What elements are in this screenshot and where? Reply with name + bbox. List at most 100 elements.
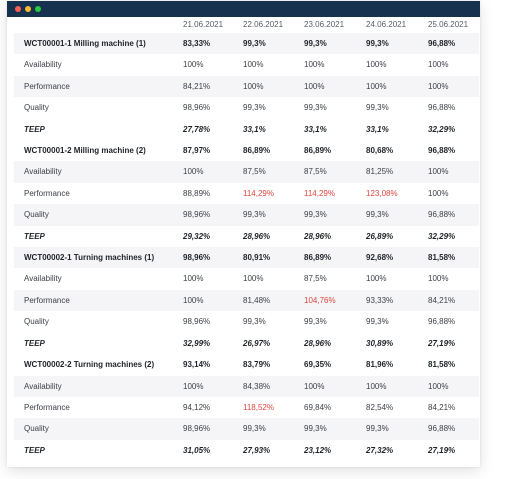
teep-row: TEEP 29,32% 28,96% 28,96% 26,89% 32,29% — [14, 226, 479, 247]
metric-label: Availability — [24, 274, 62, 284]
value-cell: 96,88% — [425, 418, 479, 440]
title-bar — [7, 1, 480, 17]
value-cell: 100% — [180, 289, 240, 312]
value-cell: 94,12% — [183, 402, 211, 412]
table-header-row: 21.06.2021 22.06.2021 23.06.2021 24.06.2… — [14, 17, 479, 33]
value-cell: 99,3% — [240, 204, 301, 226]
metric-label: Performance — [14, 289, 180, 312]
value-cell: 84,38% — [240, 375, 301, 397]
value-cell: 82,54% — [366, 402, 394, 412]
metric-label: Quality — [24, 317, 49, 327]
teep-row: TEEP 31,05% 27,93% 23,12% 27,32% 27,19% — [14, 440, 479, 461]
value-cell: 27,78% — [183, 124, 211, 134]
value-cell: 100% — [243, 60, 264, 70]
value-cell: 100% — [366, 274, 387, 284]
value-cell: 84,21% — [425, 289, 479, 312]
column-header-date: 23.06.2021 — [304, 20, 345, 29]
value-cell: 87,5% — [240, 161, 301, 183]
value-cell: 26,89% — [366, 231, 394, 241]
metric-row: Performance 94,12% 118,52% 69,84% 82,54% 84,2… — [14, 397, 479, 418]
value-cell: 33,1% — [243, 124, 266, 134]
value-cell: 99,3% — [363, 33, 425, 55]
metric-row: Quality 98,96% 99,3% 99,3% 99,3% 96,88% — [14, 418, 479, 440]
value-cell: 99,3% — [240, 33, 301, 55]
value-cell: 81,58% — [428, 360, 456, 370]
value-cell: 96,88% — [428, 317, 456, 327]
value-cell: 100% — [183, 274, 204, 284]
close-dot-icon[interactable] — [15, 6, 21, 12]
value-cell: 93,33% — [363, 289, 425, 312]
metric-label: Performance — [24, 402, 70, 412]
value-cell: 99,3% — [301, 204, 363, 226]
minimize-dot-icon[interactable] — [25, 6, 31, 12]
value-cell: 100% — [240, 75, 301, 98]
value-cell: 114,29% — [304, 188, 335, 198]
value-cell: 32,99% — [183, 338, 211, 348]
value-cell: 28,96% — [304, 231, 332, 241]
value-cell: 87,5% — [301, 161, 363, 183]
value-cell: 27,32% — [366, 445, 394, 455]
teep-row: TEEP 32,99% 26,97% 28,96% 30,89% 27,19% — [14, 333, 479, 354]
value-cell: 29,32% — [183, 231, 211, 241]
value-cell: 98,96% — [180, 204, 240, 226]
value-cell: 99,3% — [243, 103, 266, 113]
metric-row: Availability 100% 100% 100% 100% 100% — [14, 54, 479, 75]
value-cell: 98,96% — [180, 247, 240, 269]
value-cell: 28,96% — [243, 231, 271, 241]
value-cell: 100% — [180, 161, 240, 183]
value-cell: 80,91% — [240, 247, 301, 269]
value-cell: 100% — [428, 188, 449, 198]
metric-label: Quality — [14, 418, 180, 440]
metric-row: Quality 98,96% 99,3% 99,3% 99,3% 96,88% — [14, 204, 479, 226]
column-header-label — [14, 17, 180, 33]
metric-label: Availability — [14, 375, 180, 397]
value-cell: 99,3% — [243, 317, 266, 327]
value-cell: 23,12% — [304, 445, 332, 455]
value-cell: 98,96% — [183, 317, 211, 327]
value-cell: 83,79% — [243, 360, 271, 370]
value-cell: 104,76% — [301, 289, 363, 312]
maximize-dot-icon[interactable] — [35, 6, 41, 12]
value-cell: 100% — [425, 161, 479, 183]
value-cell: 80,68% — [366, 146, 394, 156]
metric-row: Quality 98,96% 99,3% 99,3% 99,3% 96,88% — [14, 311, 479, 332]
value-cell: 100% — [425, 75, 479, 98]
metric-label: TEEP — [24, 124, 45, 134]
value-cell: 99,3% — [301, 418, 363, 440]
value-cell: 28,96% — [304, 338, 332, 348]
machine-row: WCT00001-2 Milling machine (2) 87,97% 86,8… — [14, 140, 479, 161]
value-cell: 87,97% — [183, 146, 211, 156]
value-cell: 32,29% — [428, 231, 456, 241]
metric-label: TEEP — [24, 445, 45, 455]
value-cell: 88,89% — [183, 188, 211, 198]
value-cell: 100% — [428, 60, 449, 70]
metric-label: Quality — [24, 103, 49, 113]
value-cell: 98,96% — [183, 103, 211, 113]
metric-label: Performance — [24, 188, 70, 198]
value-cell: 100% — [363, 75, 425, 98]
teep-row: TEEP 27,78% 33,1% 33,1% 33,1% 32,29% — [14, 119, 479, 140]
metric-label: Availability — [14, 161, 180, 183]
value-cell: 32,29% — [428, 124, 456, 134]
value-cell: 83,33% — [180, 33, 240, 55]
oee-table: 21.06.2021 22.06.2021 23.06.2021 24.06.2… — [14, 17, 479, 461]
value-cell: 27,93% — [243, 445, 271, 455]
metric-label: Quality — [14, 204, 180, 226]
value-cell: 114,29% — [243, 188, 274, 198]
metric-row: Performance 100% 81,48% 104,76% 93,33% 84,21% — [14, 289, 479, 312]
value-cell: 99,3% — [301, 33, 363, 55]
metric-row: Availability 100% 100% 87,5% 100% 100% — [14, 268, 479, 289]
value-cell: 98,96% — [180, 418, 240, 440]
value-cell: 81,96% — [366, 360, 394, 370]
value-cell: 84,21% — [428, 402, 456, 412]
machine-row: WCT00002-1 Turning machines (1) 98,96% 80,… — [14, 247, 479, 269]
app-window: 21.06.2021 22.06.2021 23.06.2021 24.06.2… — [7, 1, 480, 467]
value-cell: 86,89% — [304, 146, 332, 156]
value-cell: 87,5% — [304, 274, 327, 284]
value-cell: 118,52% — [243, 402, 274, 412]
value-cell: 69,84% — [304, 402, 332, 412]
machine-name: WCT00001-1 Milling machine (1) — [14, 33, 180, 55]
value-cell: 96,88% — [425, 33, 479, 55]
value-cell: 26,97% — [243, 338, 271, 348]
value-cell: 99,3% — [304, 103, 327, 113]
